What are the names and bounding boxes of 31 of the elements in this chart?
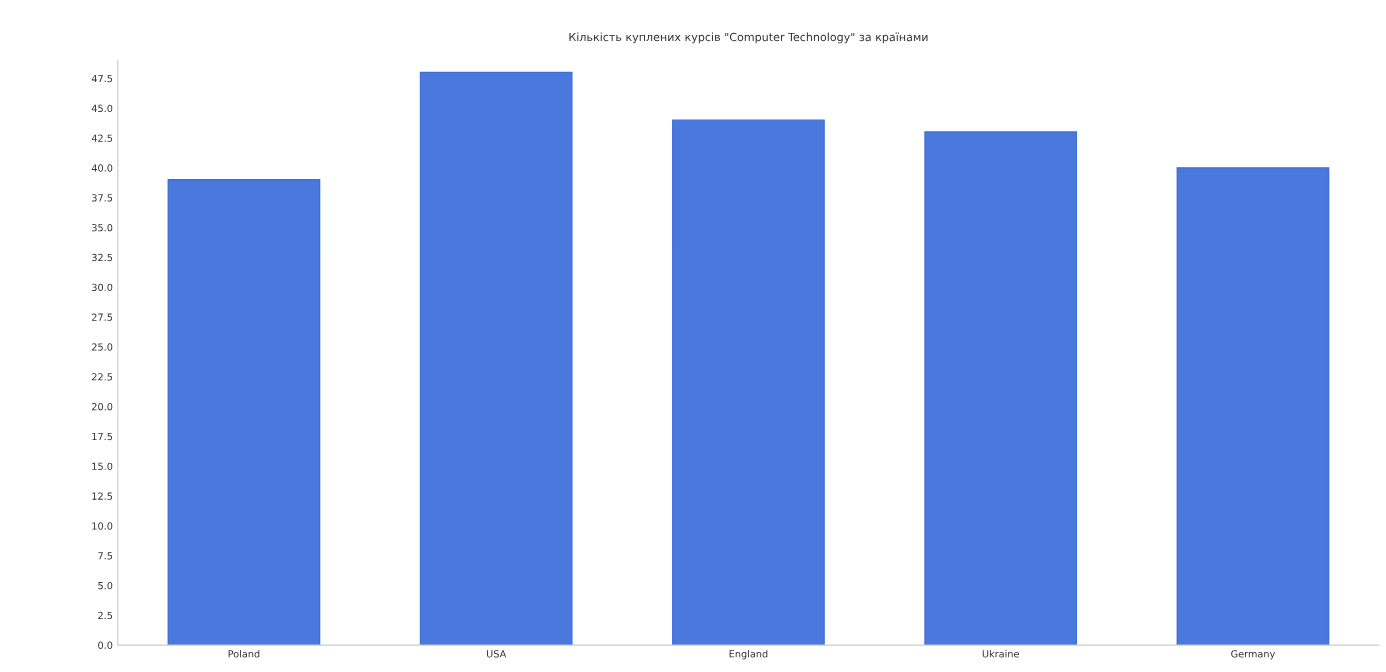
x-tick-label: England	[729, 649, 768, 660]
x-tick-label: Germany	[1231, 650, 1275, 660]
y-tick-label: 10.0	[92, 522, 113, 530]
y-tick-label: 5.0	[98, 581, 113, 590]
y-tick-label: 7.5	[98, 552, 113, 560]
bar	[167, 179, 321, 646]
bar	[419, 71, 573, 646]
y-tick-label: 35.0	[92, 224, 113, 232]
y-tick-label: 2.5	[98, 611, 113, 620]
x-tick-label: USA	[486, 650, 507, 658]
bar	[924, 131, 1078, 646]
y-tick-label: 40.0	[91, 164, 113, 172]
x-tick-label: Poland	[228, 649, 260, 658]
x-tick-label: Ukraine	[982, 649, 1019, 658]
y-tick-label: 15.0	[92, 462, 113, 470]
y-tick-label: 42.5	[91, 134, 113, 142]
y-tick-label: 37.5	[92, 194, 113, 202]
y-tick-label: 22.5	[92, 373, 113, 381]
y-tick-label: 25.0	[92, 343, 113, 351]
chart-title: Кількість куплених курсів "Computer Technology" за країнами	[569, 32, 928, 44]
bar	[1176, 167, 1330, 646]
bar	[672, 119, 825, 646]
y-tick-label: 12.5	[92, 492, 113, 500]
y-tick-label: 20.0	[92, 402, 113, 411]
y-tick-label: 32.5	[92, 253, 113, 262]
y-tick-label: 27.5	[92, 313, 113, 321]
y-tick-label: 45.0	[91, 104, 113, 113]
y-tick-label: 17.5	[92, 432, 113, 441]
y-tick-label: 47.5	[91, 74, 113, 83]
y-tick-label: 30.0	[92, 283, 113, 292]
y-tick-label: 0.0	[98, 641, 113, 649]
